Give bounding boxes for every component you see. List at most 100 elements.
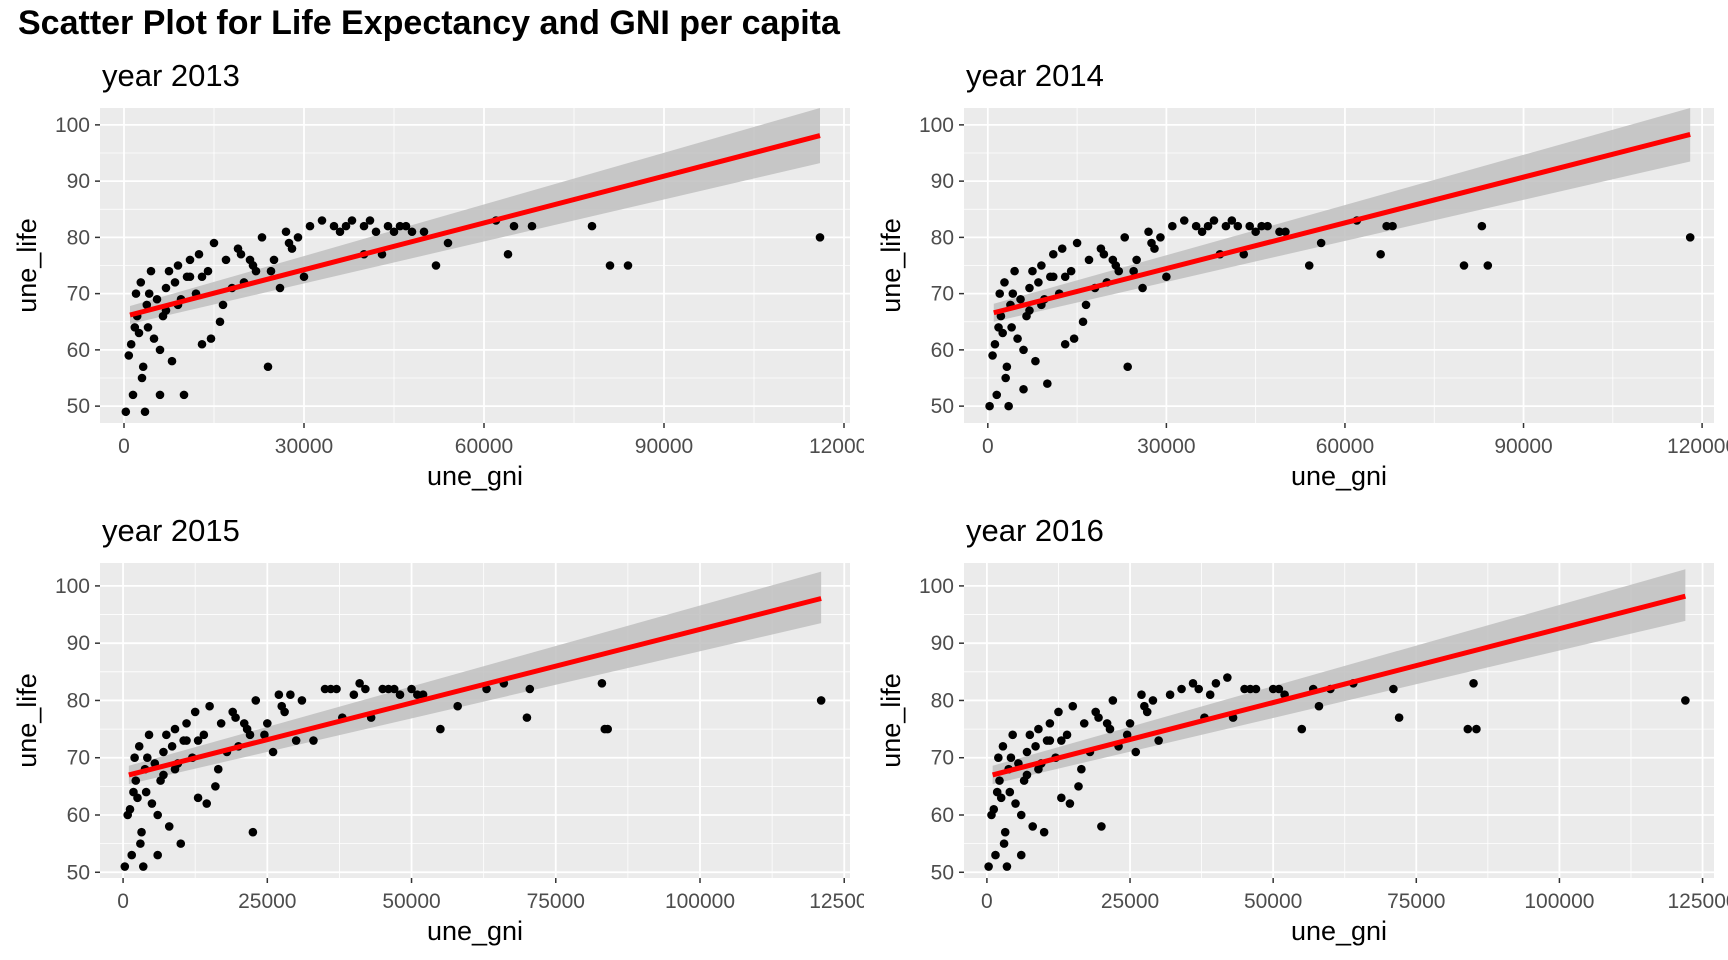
data-point	[126, 339, 136, 349]
x-axis-title: une_gni	[427, 461, 523, 491]
data-point	[1048, 272, 1058, 282]
data-point	[990, 339, 1000, 349]
data-point	[193, 736, 203, 745]
data-point	[431, 261, 441, 270]
y-tick-label: 50	[931, 861, 954, 884]
data-point	[153, 810, 162, 820]
data-point	[1069, 334, 1079, 343]
x-tick-label: 120000	[1667, 435, 1728, 458]
data-point	[1122, 730, 1132, 740]
data-point	[161, 283, 171, 293]
data-point	[1469, 678, 1478, 688]
data-point	[305, 221, 315, 231]
y-tick-label: 100	[55, 114, 90, 137]
data-point	[1039, 827, 1049, 837]
data-point	[1048, 249, 1058, 259]
data-point	[1203, 221, 1213, 231]
data-point	[347, 216, 357, 225]
data-point	[1239, 249, 1249, 259]
data-point	[260, 730, 269, 740]
data-point	[509, 221, 519, 231]
data-point	[170, 278, 180, 287]
data-point	[149, 334, 159, 343]
panel-2013: year 2013 0 30000 60000 90000 120000 50 60 70 80 9…	[0, 48, 864, 503]
data-point	[121, 407, 131, 417]
y-tick-label: 100	[919, 114, 954, 137]
data-point	[202, 799, 212, 808]
data-point	[1132, 255, 1141, 265]
data-point	[815, 233, 825, 242]
data-point	[299, 272, 309, 282]
data-point	[587, 221, 597, 231]
data-point	[141, 787, 151, 797]
data-point	[206, 334, 216, 343]
data-point	[1005, 787, 1015, 797]
data-point	[134, 741, 144, 751]
regression-line	[129, 133, 821, 318]
x-tick-label: 0	[118, 435, 130, 458]
data-point	[137, 373, 147, 383]
data-point	[1105, 724, 1115, 734]
data-point	[1022, 770, 1032, 780]
data-point	[1148, 696, 1158, 705]
data-point	[275, 283, 285, 293]
data-point	[1197, 227, 1207, 237]
x-axis-title: une_gni	[1291, 916, 1387, 946]
data-point	[291, 736, 301, 745]
data-point	[1008, 289, 1018, 298]
data-point	[436, 724, 445, 734]
data-point	[1004, 401, 1013, 411]
data-point	[335, 227, 345, 237]
data-point	[1123, 362, 1132, 372]
x-tick-label: 60000	[455, 435, 513, 458]
data-point	[179, 390, 189, 400]
data-point	[1008, 730, 1017, 740]
data-point	[164, 266, 174, 276]
x-axis-title: une_gni	[1291, 461, 1387, 491]
data-point	[1034, 764, 1043, 774]
panel-2016: year 2016 0 25000 50000 75000 100000 125000 50 6…	[864, 503, 1728, 958]
data-point	[1034, 724, 1043, 734]
data-point	[309, 736, 318, 745]
data-point	[1314, 701, 1324, 711]
data-point	[1147, 238, 1156, 248]
data-point	[371, 227, 381, 237]
data-point	[1251, 227, 1260, 237]
data-point	[503, 249, 513, 259]
data-point	[1165, 690, 1175, 700]
data-point	[170, 764, 180, 774]
data-point	[1681, 696, 1690, 705]
y-tick-label: 100	[919, 575, 954, 598]
data-point	[281, 227, 291, 237]
data-point	[1016, 294, 1025, 304]
data-point	[389, 227, 399, 237]
data-point	[1062, 730, 1072, 740]
data-point	[527, 221, 537, 231]
data-point	[1316, 238, 1326, 248]
x-tick-label: 0	[982, 435, 994, 458]
data-point	[221, 255, 231, 265]
y-tick-label: 70	[931, 283, 954, 306]
data-point	[1179, 216, 1189, 225]
data-point	[1025, 730, 1035, 740]
data-point	[164, 822, 174, 831]
data-point	[998, 741, 1008, 751]
data-point	[153, 850, 162, 860]
data-point	[182, 719, 191, 728]
data-point	[1382, 221, 1391, 231]
y-tick-label: 90	[931, 632, 954, 655]
y-tick-label: 90	[67, 170, 90, 193]
data-point	[159, 770, 168, 780]
data-point	[1099, 249, 1109, 259]
data-point	[268, 747, 278, 757]
data-point	[1304, 261, 1314, 270]
data-point	[1000, 827, 1010, 837]
data-point	[167, 741, 177, 751]
data-point	[1233, 221, 1243, 231]
panel-2015: year 2015 0 25000 50000 75000 100000 125000 50 6…	[0, 503, 864, 958]
data-point	[162, 730, 171, 740]
data-point	[395, 221, 405, 231]
data-point	[216, 719, 226, 728]
data-point	[1043, 379, 1052, 388]
data-point	[329, 221, 339, 231]
